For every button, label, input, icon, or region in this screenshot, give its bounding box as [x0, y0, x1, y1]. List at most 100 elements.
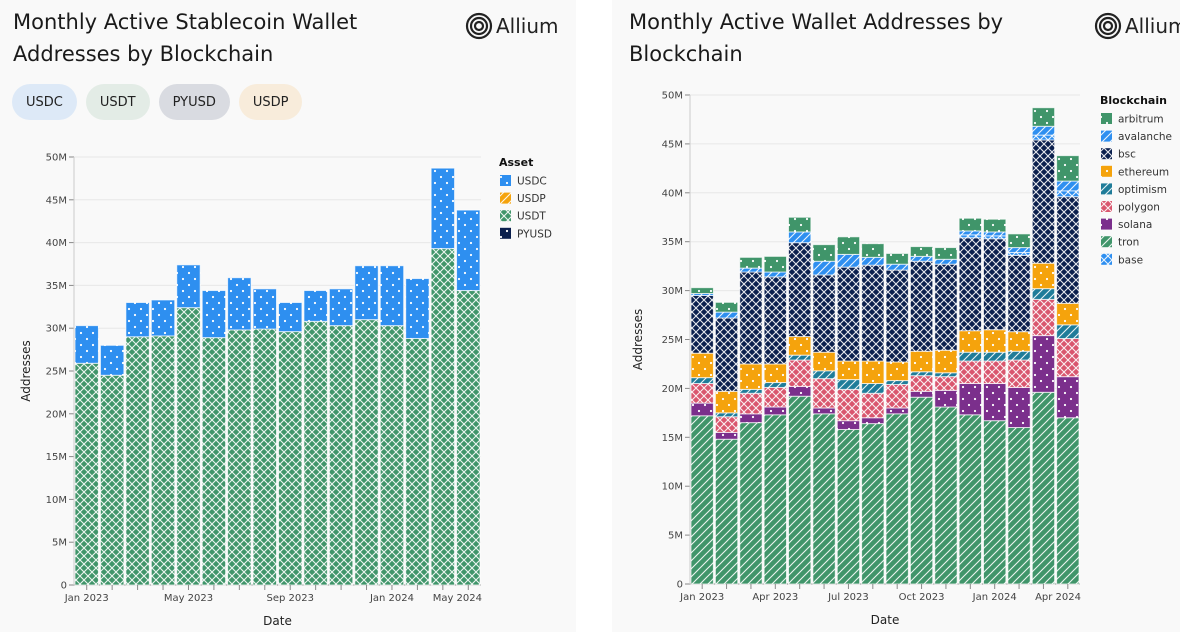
- bar-segment-ethereum[interactable]: [1007, 331, 1031, 352]
- bar-segment-ethereum[interactable]: [690, 352, 714, 379]
- bar-segment-usdc[interactable]: [74, 325, 99, 364]
- bar-segment-solana[interactable]: [1007, 386, 1031, 429]
- bar-segment-arbitrum[interactable]: [1031, 107, 1056, 127]
- bar-segment-usdc[interactable]: [150, 299, 176, 337]
- bar-segment-arbitrum[interactable]: [861, 243, 885, 258]
- bar-segment-bsc[interactable]: [812, 274, 836, 353]
- bar-segment-tron[interactable]: [836, 428, 861, 585]
- bar-segment-tron[interactable]: [1031, 391, 1056, 585]
- bar-segment-ethereum[interactable]: [909, 350, 934, 373]
- bar-segment-tron[interactable]: [714, 438, 739, 585]
- bar-segment-optimism[interactable]: [812, 370, 836, 380]
- bar-segment-usdc[interactable]: [176, 264, 201, 309]
- bar-segment-bsc[interactable]: [788, 242, 812, 338]
- bar-segment-optimism[interactable]: [836, 379, 861, 390]
- bar-segment-optimism[interactable]: [714, 412, 739, 418]
- bar-segment-polygon[interactable]: [714, 416, 739, 433]
- bar-segment-solana[interactable]: [1056, 376, 1080, 419]
- bar-segment-avalanche[interactable]: [714, 311, 739, 319]
- bar-segment-arbitrum[interactable]: [812, 244, 836, 262]
- bar-segment-solana[interactable]: [739, 413, 763, 424]
- bar-segment-usdt[interactable]: [328, 325, 354, 586]
- bar-segment-usdc[interactable]: [201, 290, 227, 339]
- bar-segment-usdt[interactable]: [456, 290, 481, 586]
- bar-segment-avalanche[interactable]: [1056, 180, 1080, 192]
- bar-segment-base[interactable]: [1056, 190, 1080, 198]
- bar-segment-tron[interactable]: [763, 414, 787, 585]
- bar-segment-solana[interactable]: [885, 407, 909, 415]
- bar-segment-polygon[interactable]: [934, 376, 958, 391]
- bar-segment-bsc[interactable]: [836, 266, 861, 362]
- bar-segment-optimism[interactable]: [1056, 324, 1080, 340]
- bar-segment-usdt[interactable]: [227, 329, 252, 586]
- bar-segment-solana[interactable]: [714, 431, 739, 440]
- bar-segment-tron[interactable]: [1056, 417, 1080, 585]
- bar-segment-bsc[interactable]: [934, 263, 958, 351]
- legend-item-avalanche[interactable]: avalanche: [1101, 130, 1172, 144]
- bar-segment-usdt[interactable]: [201, 337, 227, 586]
- bar-segment-avalanche[interactable]: [983, 231, 1007, 237]
- bar-segment-optimism[interactable]: [934, 372, 958, 378]
- bar-segment-bsc[interactable]: [739, 271, 763, 365]
- bar-segment-usdc[interactable]: [125, 302, 150, 338]
- chip-usdc[interactable]: USDC: [12, 84, 77, 120]
- bar-segment-bsc[interactable]: [885, 269, 909, 363]
- bar-segment-arbitrum[interactable]: [788, 216, 812, 233]
- bar-segment-usdt[interactable]: [430, 248, 456, 586]
- bar-segment-solana[interactable]: [861, 417, 885, 425]
- legend-item-arbitrum[interactable]: arbitrum: [1101, 113, 1164, 126]
- bar-segment-usdt[interactable]: [125, 336, 150, 586]
- bar-segment-polygon[interactable]: [861, 392, 885, 419]
- bar-segment-arbitrum[interactable]: [739, 256, 763, 269]
- bar-segment-usdt[interactable]: [99, 374, 125, 586]
- bar-segment-arbitrum[interactable]: [690, 287, 714, 295]
- bar-segment-usdc[interactable]: [456, 209, 481, 292]
- bar-segment-bsc[interactable]: [1031, 139, 1056, 264]
- bar-segment-ethereum[interactable]: [958, 330, 982, 353]
- bar-segment-solana[interactable]: [934, 389, 958, 408]
- bar-segment-arbitrum[interactable]: [983, 218, 1007, 233]
- bar-segment-avalanche[interactable]: [836, 253, 861, 268]
- bar-segment-tron[interactable]: [1007, 427, 1031, 585]
- bar-segment-ethereum[interactable]: [788, 336, 812, 356]
- bar-segment-tron[interactable]: [983, 420, 1007, 585]
- bar-segment-avalanche[interactable]: [763, 271, 787, 278]
- bar-segment-ethereum[interactable]: [812, 351, 836, 372]
- bar-segment-solana[interactable]: [836, 420, 861, 430]
- bar-segment-solana[interactable]: [812, 407, 836, 415]
- bar-segment-avalanche[interactable]: [934, 258, 958, 265]
- bar-segment-usdc[interactable]: [405, 278, 430, 339]
- bar-segment-tron[interactable]: [909, 396, 934, 585]
- bar-segment-tron[interactable]: [690, 415, 714, 585]
- bar-segment-avalanche[interactable]: [788, 231, 812, 244]
- bar-segment-optimism[interactable]: [983, 351, 1007, 362]
- bar-segment-arbitrum[interactable]: [836, 236, 861, 255]
- bar-segment-tron[interactable]: [885, 413, 909, 585]
- bar-segment-arbitrum[interactable]: [1056, 155, 1080, 182]
- bar-segment-arbitrum[interactable]: [934, 247, 958, 260]
- bar-segment-bsc[interactable]: [714, 317, 739, 392]
- bar-segment-base[interactable]: [1031, 134, 1056, 141]
- bar-segment-avalanche[interactable]: [1007, 247, 1031, 253]
- bar-segment-polygon[interactable]: [909, 375, 934, 392]
- bar-segment-arbitrum[interactable]: [1007, 233, 1031, 249]
- bar-segment-optimism[interactable]: [1031, 288, 1056, 300]
- chip-usdp[interactable]: USDP: [238, 84, 303, 120]
- bar-segment-polygon[interactable]: [1007, 359, 1031, 388]
- legend-item-tron[interactable]: tron: [1101, 236, 1139, 249]
- bar-segment-optimism[interactable]: [788, 354, 812, 361]
- bar-segment-arbitrum[interactable]: [714, 301, 739, 313]
- bar-segment-usdt[interactable]: [354, 319, 379, 586]
- bar-segment-solana[interactable]: [909, 390, 934, 398]
- legend-item-polygon[interactable]: polygon: [1101, 201, 1160, 214]
- bar-segment-avalanche[interactable]: [885, 263, 909, 271]
- bar-segment-avalanche[interactable]: [1031, 125, 1056, 136]
- chip-usdt[interactable]: USDT: [85, 84, 150, 120]
- bar-segment-tron[interactable]: [934, 406, 958, 585]
- bar-segment-arbitrum[interactable]: [909, 246, 934, 257]
- bar-segment-tron[interactable]: [788, 395, 812, 585]
- bar-segment-usdc[interactable]: [379, 265, 405, 327]
- bar-segment-optimism[interactable]: [763, 382, 787, 388]
- bar-segment-ethereum[interactable]: [861, 360, 885, 385]
- bar-segment-usdc[interactable]: [227, 277, 252, 331]
